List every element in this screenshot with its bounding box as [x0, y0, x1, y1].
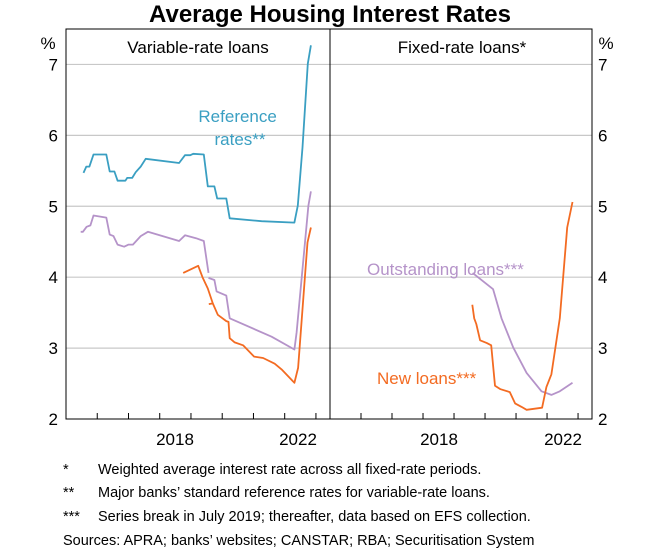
footnotes: * Weighted average interest rate across … [63, 462, 534, 549]
sources: Sources: APRA; banks’ websites; CANSTAR;… [63, 533, 534, 549]
footnote-text: Weighted average interest rate across al… [98, 462, 481, 478]
y-tick-label: 5 [598, 197, 607, 216]
y-tick-label: 4 [49, 268, 58, 287]
panel-title-variable: Variable-rate loans [127, 38, 268, 57]
x-label-left-2018: 2018 [156, 430, 194, 449]
footnote-mark: * [63, 462, 69, 478]
label-new-loans: New loans*** [377, 369, 477, 388]
y-tick-label: 3 [49, 339, 58, 358]
series-line [471, 201, 574, 411]
footnote-mark: *** [63, 509, 80, 525]
series-line [182, 264, 214, 304]
footnote-text: Series break in July 2019; thereafter, d… [98, 509, 531, 525]
right-y-unit: % [598, 34, 613, 53]
series-line [208, 227, 312, 384]
x-label-left-2022: 2022 [279, 430, 317, 449]
left-y-unit: % [40, 34, 55, 53]
y-tick-label: 4 [598, 268, 607, 287]
y-tick-label: 7 [49, 55, 58, 74]
y-tick-label: 6 [49, 126, 58, 145]
y-tick-label: 2 [49, 410, 58, 429]
y-tick-label: 3 [598, 339, 607, 358]
label-outstanding-loans: Outstanding loans*** [367, 260, 524, 279]
panel-title-fixed: Fixed-rate loans* [398, 38, 527, 57]
y-tick-label: 2 [598, 410, 607, 429]
label-reference-rates: Reference rates** [198, 107, 281, 149]
footnote-mark: ** [63, 485, 75, 501]
y-tick-label: 7 [598, 55, 607, 74]
plot-frame [65, 28, 593, 420]
y-tick-label: 5 [49, 197, 58, 216]
x-label-right-2018: 2018 [420, 430, 458, 449]
y-tick-label: 6 [598, 126, 607, 145]
series-line [472, 272, 574, 396]
series-line [80, 214, 210, 274]
footnote-text: Major banks’ standard reference rates fo… [98, 485, 490, 501]
chart-title: Average Housing Interest Rates [149, 1, 511, 28]
x-label-right-2022: 2022 [544, 430, 582, 449]
series-line [208, 191, 312, 351]
series-line [82, 45, 312, 224]
